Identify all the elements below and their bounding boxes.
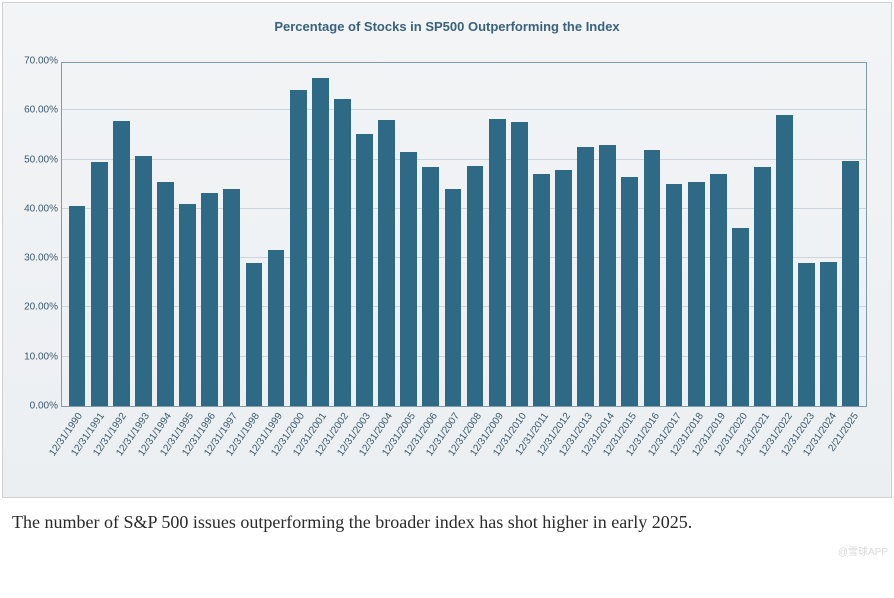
bar [489,119,506,406]
bar [268,250,285,406]
bar [599,145,616,406]
bar-slot [597,63,619,406]
bar [400,152,417,406]
bar-slot [110,63,132,406]
bar [710,174,727,406]
bar [179,204,196,406]
y-tick-label: 10.00% [14,351,58,362]
bar [555,170,572,406]
bar-slot [442,63,464,406]
bar-slot [199,63,221,406]
x-axis-labels: 12/31/199012/31/199112/31/199212/31/1993… [61,407,867,487]
bar [378,120,395,406]
bar [422,167,439,406]
bar-slot [575,63,597,406]
bar-slot [641,63,663,406]
bar [666,184,683,406]
bar [69,206,86,406]
x-label-slot: 2/21/2025 [841,407,863,487]
bar-slot [818,63,840,406]
bar [732,228,749,406]
bar-slot [265,63,287,406]
bar [511,122,528,406]
bar-slot [530,63,552,406]
watermark: @雪球APP [838,543,888,558]
bar-slot [751,63,773,406]
bar [113,121,130,406]
bar [533,174,550,406]
bar-slot [707,63,729,406]
y-tick-label: 30.00% [14,253,58,264]
bar [201,193,218,406]
chart-title: Percentage of Stocks in SP500 Outperform… [19,19,875,34]
bar [577,147,594,406]
y-tick-label: 40.00% [14,203,58,214]
bar-slot [154,63,176,406]
bar-slot [243,63,265,406]
bar-slot [685,63,707,406]
bar-slot [376,63,398,406]
chart-frame: Percentage of Stocks in SP500 Outperform… [2,2,892,498]
y-tick-label: 70.00% [14,56,58,67]
bar [644,150,661,406]
bar [223,189,240,406]
bar-slot [552,63,574,406]
bar [842,161,859,406]
bar-slot [353,63,375,406]
bar [290,90,307,406]
bar [334,99,351,406]
y-tick-label: 0.00% [14,401,58,412]
y-tick-label: 20.00% [14,302,58,313]
bar-slot [508,63,530,406]
bar [91,162,108,406]
bar-slot [619,63,641,406]
bar [246,263,263,406]
bar-slot [840,63,862,406]
bar-slot [486,63,508,406]
bar [776,115,793,406]
bar-slot [287,63,309,406]
bar [621,177,638,406]
bar [798,263,815,406]
bar [467,166,484,407]
bar [754,167,771,406]
bar-slot [464,63,486,406]
bar-slot [331,63,353,406]
bar-slot [729,63,751,406]
bar-slot [88,63,110,406]
bar [135,156,152,406]
bar [445,189,462,406]
bar [312,78,329,406]
figure-container: Percentage of Stocks in SP500 Outperform… [0,2,894,540]
bar-slot [66,63,88,406]
bars-group [62,63,866,406]
bar [688,182,705,406]
bar-slot [774,63,796,406]
y-tick-label: 60.00% [14,105,58,116]
bar-slot [221,63,243,406]
bar-slot [663,63,685,406]
bar [356,134,373,406]
bar-slot [420,63,442,406]
caption-text: The number of S&P 500 issues outperformi… [0,500,894,540]
bar-slot [177,63,199,406]
bar-slot [309,63,331,406]
bar [157,182,174,406]
bar-slot [796,63,818,406]
y-tick-label: 50.00% [14,154,58,165]
bar-slot [132,63,154,406]
plot-area: 0.00%10.00%20.00%30.00%40.00%50.00%60.00… [61,62,867,407]
bar-slot [398,63,420,406]
bar [820,262,837,406]
